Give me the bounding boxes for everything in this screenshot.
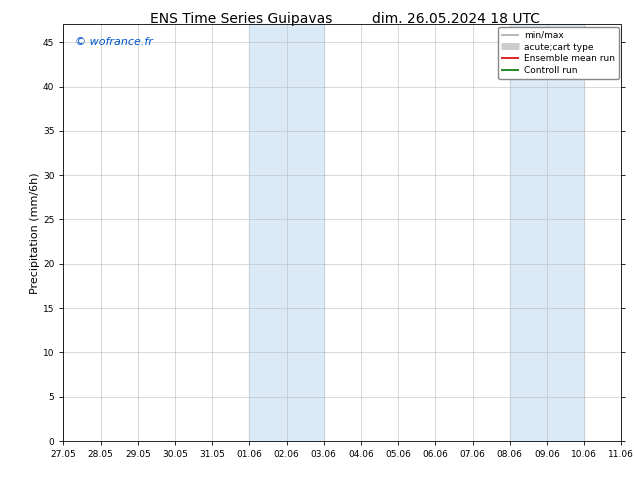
Text: dim. 26.05.2024 18 UTC: dim. 26.05.2024 18 UTC	[373, 12, 540, 26]
Y-axis label: Precipitation (mm/6h): Precipitation (mm/6h)	[30, 172, 40, 294]
Legend: min/max, acute;cart type, Ensemble mean run, Controll run: min/max, acute;cart type, Ensemble mean …	[498, 27, 619, 78]
Text: ENS Time Series Guipavas: ENS Time Series Guipavas	[150, 12, 332, 26]
Bar	[510, 24, 584, 441]
Bar	[249, 24, 324, 441]
Text: © wofrance.fr: © wofrance.fr	[75, 37, 152, 47]
